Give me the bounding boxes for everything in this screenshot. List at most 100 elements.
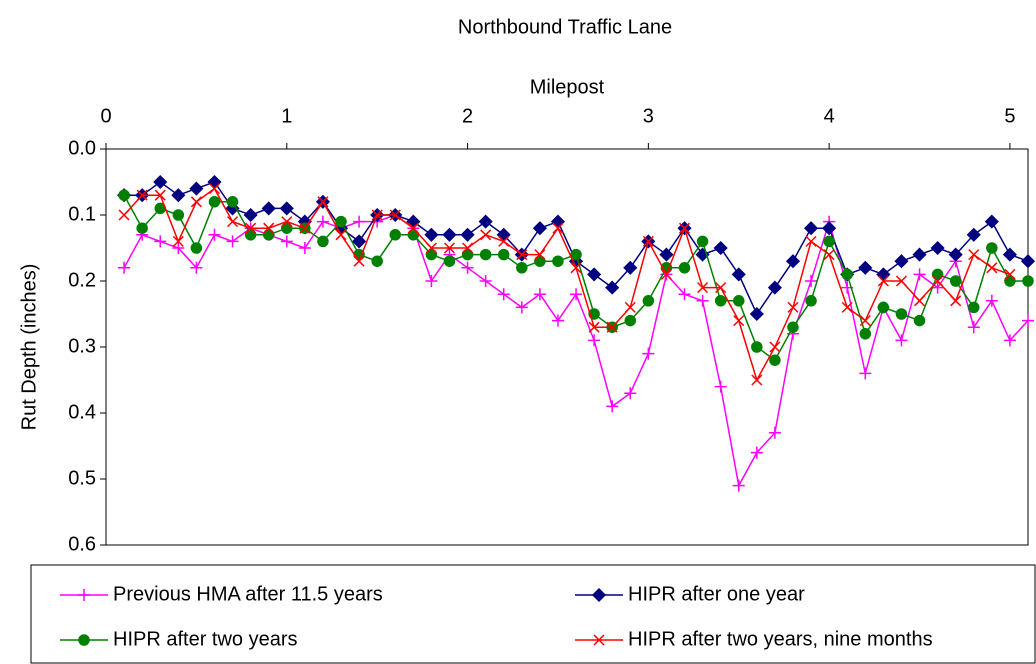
y-axis-label: Rut Depth (inches) bbox=[18, 264, 40, 431]
data-point bbox=[769, 341, 781, 353]
data-point bbox=[515, 301, 528, 314]
data-point bbox=[877, 301, 890, 314]
x-tick-label: 1 bbox=[281, 105, 292, 127]
data-point bbox=[534, 255, 546, 267]
data-point bbox=[118, 261, 131, 274]
data-point bbox=[335, 229, 347, 241]
data-point bbox=[859, 315, 871, 327]
data-point bbox=[587, 267, 602, 282]
data-point bbox=[986, 242, 998, 254]
data-point bbox=[642, 347, 655, 360]
data-point bbox=[172, 209, 185, 221]
legend-box bbox=[30, 564, 1036, 664]
data-point bbox=[227, 216, 239, 228]
data-point bbox=[353, 255, 365, 267]
data-point bbox=[787, 321, 799, 333]
data-point bbox=[534, 249, 546, 261]
data-point bbox=[968, 249, 980, 261]
data-point bbox=[208, 228, 221, 241]
data-point bbox=[208, 183, 221, 195]
data-point bbox=[552, 255, 564, 267]
data-point bbox=[171, 188, 186, 203]
data-point bbox=[118, 209, 130, 221]
data-point bbox=[263, 222, 275, 234]
data-point bbox=[785, 254, 801, 269]
data-point bbox=[715, 282, 727, 294]
data-point bbox=[462, 242, 474, 254]
data-point bbox=[803, 221, 819, 236]
data-point bbox=[714, 380, 727, 393]
data-point bbox=[733, 315, 745, 327]
data-point bbox=[443, 255, 456, 267]
data-point bbox=[353, 215, 366, 228]
data-point bbox=[859, 367, 872, 380]
x-tick-label: 4 bbox=[824, 105, 835, 127]
data-point bbox=[407, 229, 420, 241]
y-tick-label: 0.1 bbox=[68, 203, 96, 225]
data-point bbox=[154, 235, 167, 248]
data-point bbox=[280, 235, 293, 248]
data-point bbox=[767, 280, 782, 295]
data-point bbox=[425, 275, 438, 287]
data-point bbox=[895, 308, 908, 320]
data-point bbox=[984, 214, 999, 229]
data-point bbox=[153, 174, 168, 190]
x-tick-label: 2 bbox=[462, 105, 473, 127]
data-point bbox=[895, 275, 907, 287]
data-point bbox=[190, 242, 203, 254]
data-point bbox=[262, 229, 275, 241]
data-point bbox=[751, 341, 763, 353]
data-point bbox=[696, 235, 709, 248]
data-point bbox=[697, 282, 709, 294]
data-point bbox=[659, 247, 674, 262]
data-point bbox=[425, 242, 437, 254]
data-point bbox=[479, 248, 492, 261]
data-point bbox=[713, 240, 728, 256]
data-point bbox=[389, 229, 402, 241]
data-point bbox=[371, 255, 383, 267]
data-point bbox=[190, 261, 203, 274]
data-point bbox=[371, 209, 383, 221]
data-point bbox=[1003, 334, 1016, 347]
data-point bbox=[966, 227, 981, 242]
y-tick-label: 0.2 bbox=[68, 269, 96, 291]
data-point bbox=[299, 222, 311, 234]
data-point bbox=[478, 214, 493, 229]
data-point bbox=[768, 426, 781, 439]
data-point bbox=[460, 227, 475, 242]
data-point bbox=[244, 229, 257, 241]
legend-label: Previous HMA after 11.5 years bbox=[113, 583, 383, 605]
data-point bbox=[1022, 314, 1034, 327]
legend-marker bbox=[591, 587, 607, 603]
data-point bbox=[606, 400, 619, 413]
data-point bbox=[750, 446, 763, 459]
data-point bbox=[841, 268, 853, 281]
data-point bbox=[660, 268, 672, 280]
data-point bbox=[606, 321, 618, 333]
data-point bbox=[532, 221, 547, 236]
data-point bbox=[261, 201, 276, 216]
data-point bbox=[732, 479, 745, 492]
data-point bbox=[497, 288, 510, 301]
data-point bbox=[623, 260, 638, 275]
data-point bbox=[497, 248, 510, 261]
data-point bbox=[588, 321, 600, 333]
data-point bbox=[749, 306, 764, 322]
data-point bbox=[894, 254, 909, 269]
data-point bbox=[1022, 275, 1034, 287]
data-point bbox=[751, 374, 763, 386]
x-tick-label: 0 bbox=[100, 105, 111, 127]
data-point bbox=[207, 174, 222, 190]
chart-title: Northbound Traffic Lane bbox=[458, 16, 672, 38]
legend-label: HIPR after two years, nine months bbox=[628, 628, 933, 650]
data-point bbox=[516, 262, 528, 274]
data-point bbox=[352, 234, 367, 249]
data-point bbox=[588, 334, 601, 347]
data-point bbox=[425, 248, 438, 261]
data-point bbox=[858, 260, 873, 275]
data-point bbox=[823, 249, 835, 261]
y-tick-label: 0.3 bbox=[68, 335, 96, 357]
data-point bbox=[461, 248, 474, 261]
data-point bbox=[443, 242, 456, 254]
data-point bbox=[986, 262, 998, 274]
